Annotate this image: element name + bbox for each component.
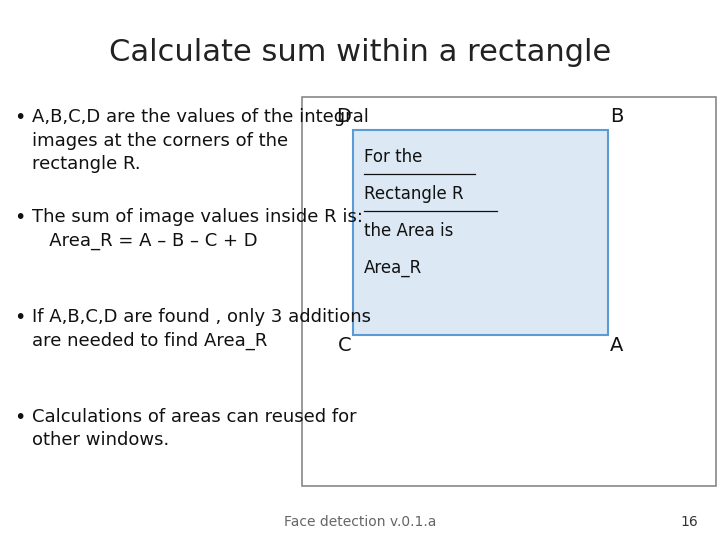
Text: 16: 16 xyxy=(680,515,698,529)
Text: Calculations of areas can reused for
other windows.: Calculations of areas can reused for oth… xyxy=(32,408,357,449)
Text: C: C xyxy=(338,336,351,355)
Text: •: • xyxy=(14,208,26,227)
Text: •: • xyxy=(14,308,26,327)
Text: D: D xyxy=(336,107,351,126)
Text: For the: For the xyxy=(364,148,422,166)
Bar xyxy=(353,130,608,335)
Text: Calculate sum within a rectangle: Calculate sum within a rectangle xyxy=(109,38,611,67)
Text: Face detection v.0.1.a: Face detection v.0.1.a xyxy=(284,515,436,529)
Bar xyxy=(302,97,716,486)
Text: Area_R: Area_R xyxy=(364,259,422,276)
Text: B: B xyxy=(610,107,624,126)
Text: Rectangle R: Rectangle R xyxy=(364,185,463,203)
Text: If A,B,C,D are found , only 3 additions
are needed to find Area_R: If A,B,C,D are found , only 3 additions … xyxy=(32,308,372,350)
Text: •: • xyxy=(14,108,26,127)
Text: •: • xyxy=(14,408,26,427)
Text: A: A xyxy=(610,336,624,355)
Text: A,B,C,D are the values of the integral
images at the corners of the
rectangle R.: A,B,C,D are the values of the integral i… xyxy=(32,108,369,173)
Text: The sum of image values inside R is:
   Area_R = A – B – C + D: The sum of image values inside R is: Are… xyxy=(32,208,364,250)
Text: the Area is: the Area is xyxy=(364,222,453,240)
